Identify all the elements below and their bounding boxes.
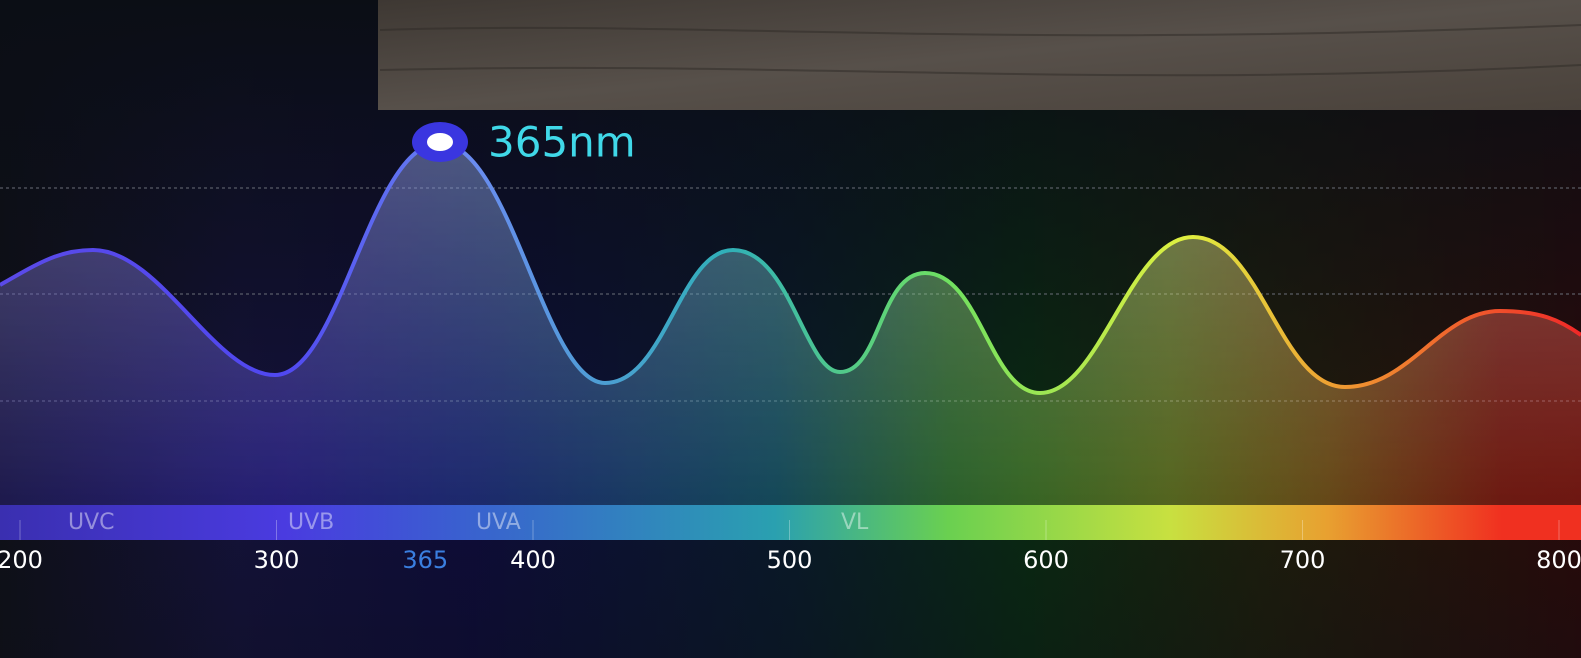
peak-marker-core [427, 133, 453, 151]
wood-grain [379, 24, 1581, 77]
band-label: UVA [476, 510, 521, 535]
tick-label: 400 [510, 546, 556, 574]
highlight-tick-label: 365 [402, 546, 448, 574]
tick-label: 300 [254, 546, 300, 574]
band-labels: UVC UVB UVA VL [68, 510, 869, 535]
band-label: UVB [288, 510, 334, 535]
curve-sheen [0, 140, 1581, 505]
tick-label: 500 [767, 546, 813, 574]
band-label: VL [841, 510, 869, 535]
peak-label: 365nm [488, 118, 636, 167]
tick-label: 600 [1023, 546, 1069, 574]
axis: 200 300 400 500 600 700 800 365 [0, 520, 1581, 574]
spectrum-bar [0, 505, 1581, 540]
spectrum-curve [0, 140, 1581, 396]
tick-label: 200 [0, 546, 43, 574]
band-label: UVC [68, 510, 115, 535]
wood-photo [378, 0, 1581, 110]
tick-label: 800 [1536, 546, 1581, 574]
tick-label: 700 [1280, 546, 1326, 574]
